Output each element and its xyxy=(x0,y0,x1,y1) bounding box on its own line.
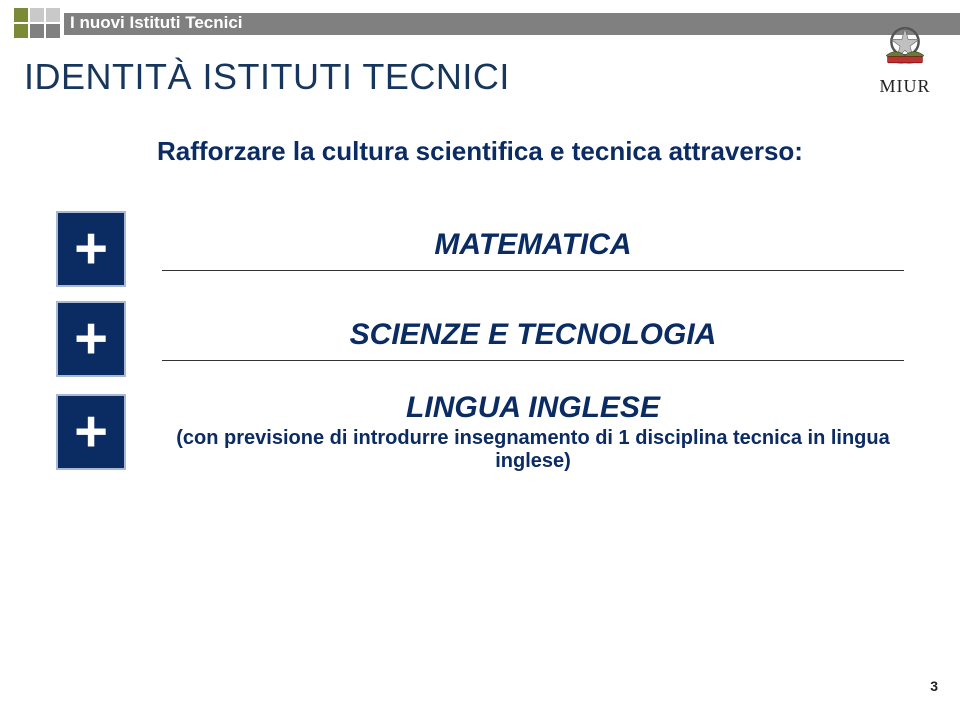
plus-box: + xyxy=(56,301,126,377)
plus-icon: + xyxy=(74,220,108,278)
row-text: LINGUA INGLESE (con previsione di introd… xyxy=(162,391,904,473)
plus-icon: + xyxy=(74,403,108,461)
subject-label: LINGUA INGLESE xyxy=(162,391,904,425)
page-number: 3 xyxy=(930,678,938,694)
sq xyxy=(14,8,28,22)
plus-icon: + xyxy=(74,310,108,368)
breadcrumb-text: I nuovi Istituti Tecnici xyxy=(70,13,243,33)
sq xyxy=(46,8,60,22)
italy-emblem-icon xyxy=(874,12,936,74)
page-title: IDENTITÀ ISTITUTI TECNICI xyxy=(0,56,960,98)
decorative-squares xyxy=(14,8,60,38)
plus-box: + xyxy=(56,394,126,470)
row-text: SCIENZE E TECNOLOGIA xyxy=(162,318,904,361)
row-text: MATEMATICA xyxy=(162,228,904,271)
subject-row: + SCIENZE E TECNOLOGIA xyxy=(56,301,904,377)
content: Rafforzare la cultura scientifica e tecn… xyxy=(0,98,960,473)
subject-label: MATEMATICA xyxy=(162,228,904,262)
header-bar: I nuovi Istituti Tecnici xyxy=(0,0,960,42)
plus-box: + xyxy=(56,211,126,287)
breadcrumb: I nuovi Istituti Tecnici xyxy=(64,11,960,35)
subject-row: + MATEMATICA xyxy=(56,211,904,287)
subject-label: SCIENZE E TECNOLOGIA xyxy=(162,318,904,352)
subject-note: (con previsione di introdurre insegnamen… xyxy=(162,427,904,473)
subject-rows: + MATEMATICA + SCIENZE E TECNOLOGIA + LI… xyxy=(40,211,920,473)
sq xyxy=(46,24,60,38)
sq xyxy=(30,8,44,22)
sq xyxy=(30,24,44,38)
emblem-label: MIUR xyxy=(879,76,930,97)
intro-text: Rafforzare la cultura scientifica e tecn… xyxy=(40,136,920,167)
subject-row: + LINGUA INGLESE (con previsione di intr… xyxy=(56,391,904,473)
sq xyxy=(14,24,28,38)
emblem: MIUR xyxy=(874,12,936,97)
